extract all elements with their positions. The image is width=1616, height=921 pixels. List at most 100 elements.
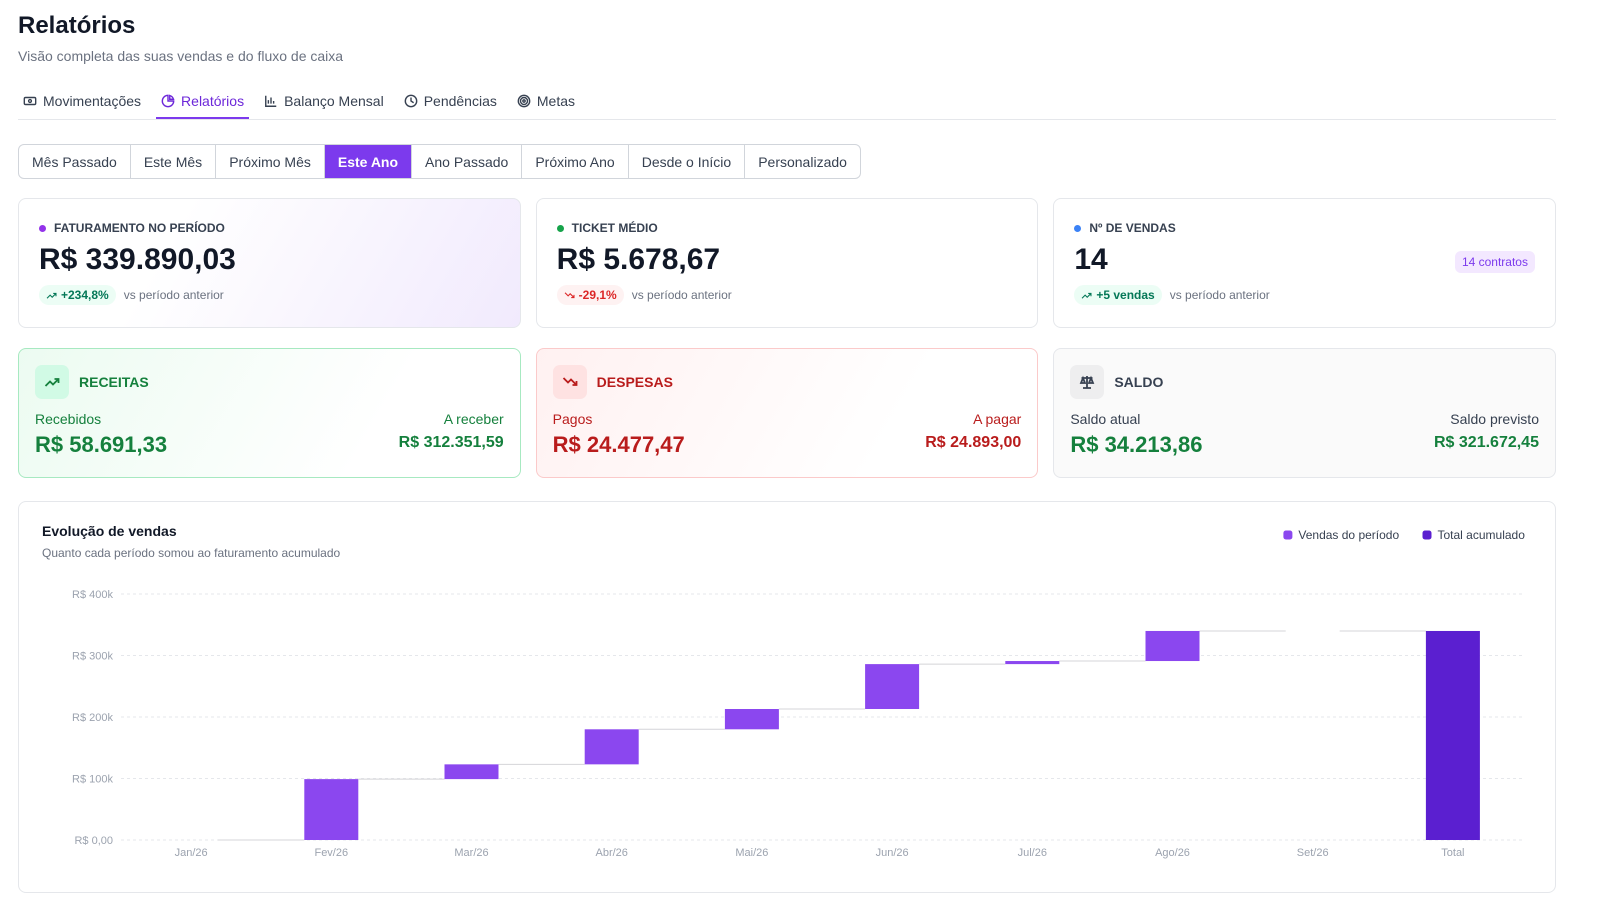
chart-title: Evolução de vendas (42, 523, 177, 539)
y-tick-label: R$ 400k (72, 589, 113, 601)
x-tick-label: Set/26 (1297, 847, 1329, 859)
icon-glyph (265, 95, 277, 107)
change-pill: +234,8% (39, 285, 116, 305)
tab[interactable]: Metas (512, 84, 580, 119)
x-tick-label: Jun/26 (876, 847, 909, 859)
summary-values: Recebidos R$ 58.691,33 A receber R$ 312.351… (35, 411, 504, 458)
period-button[interactable]: Ano Passado (412, 145, 523, 178)
waterfall-bar (1145, 630, 1200, 662)
tab[interactable]: Movimentações (18, 84, 146, 119)
summary-title: DESPESAS (596, 374, 673, 390)
right-block: A receber R$ 312.351,59 (399, 411, 504, 458)
x-tick-label: Total (1441, 847, 1464, 859)
summary-card: DESPESAS Pagos R$ 24.477,47 A pagar R$ 24.89… (535, 348, 1039, 478)
status-dot (39, 224, 46, 232)
icon (44, 374, 60, 390)
waterfall-bar (865, 664, 920, 710)
kpi-label: FATURAMENTO NO PERÍODO (54, 221, 225, 235)
kpi-card: FATURAMENTO NO PERÍODO R$ 339.890,03 +234,… (18, 198, 521, 328)
icon-glyph (44, 378, 60, 387)
left-label: Recebidos (35, 411, 102, 427)
period-button[interactable]: Personalizado (758, 153, 847, 170)
icon (161, 94, 175, 108)
icon (564, 290, 575, 301)
summary-card: RECEITAS Recebidos R$ 58.691,33 A receber R$… (18, 348, 521, 478)
tab[interactable]: Balanço Mensal (259, 84, 389, 119)
kpi-change-row: +5 vendas vs período anterior (1074, 285, 1535, 305)
legend-label: Total acumulado (1438, 528, 1526, 542)
summary-row: RECEITAS Recebidos R$ 58.691,33 A receber R$… (18, 348, 1556, 478)
tab[interactable]: Pendências (399, 84, 502, 119)
waterfall-bar (724, 709, 779, 730)
right-value: R$ 312.351,59 (398, 434, 504, 451)
tab-label: Pendências (423, 92, 497, 109)
kpi-change-row: -29,1% vs período anterior (556, 285, 1018, 305)
left-value: R$ 58.691,33 (35, 432, 168, 457)
icon-glyph (564, 291, 575, 298)
icon-glyph (404, 94, 418, 107)
total-bar (1425, 630, 1480, 840)
x-tick-label: Jan/26 (175, 847, 208, 859)
period-button[interactable]: Próximo Mês (216, 145, 325, 178)
y-tick-label: R$ 0,00 (74, 835, 113, 847)
icon (1081, 290, 1092, 301)
tab[interactable]: Relatórios (156, 84, 250, 119)
y-tick-label: R$ 200k (72, 712, 113, 724)
icon-glyph (517, 94, 531, 107)
summary-head: SALDO (1070, 365, 1539, 399)
period-selector: Mês Passado Este Mês Próximo Mês Este Ano An… (18, 144, 861, 179)
summary-head: RECEITAS (35, 365, 504, 399)
page-subtitle: Visão completa das suas vendas e do flux… (18, 48, 344, 64)
icon (264, 94, 278, 108)
badge: 14 contratos (1454, 251, 1535, 273)
change-pill: +5 vendas (1074, 285, 1162, 305)
period-button[interactable]: Desde o Início (629, 145, 746, 178)
change-value: -29,1% (578, 288, 617, 302)
x-tick-label: Ago/26 (1155, 847, 1190, 859)
right-label: Saldo previsto (1450, 411, 1539, 427)
chart-subtitle: Quanto cada período somou ao faturamento… (42, 546, 341, 560)
chart-card: Evolução de vendas Quanto cada período s… (18, 501, 1556, 893)
icon-glyph (1081, 292, 1092, 299)
right-block: A pagar R$ 24.893,00 (925, 411, 1021, 458)
icon-glyph (46, 292, 57, 299)
icon (46, 290, 57, 301)
kpi-row: FATURAMENTO NO PERÍODO R$ 339.890,03 +234,… (18, 198, 1556, 328)
x-tick-label: Mar/26 (454, 847, 488, 859)
left-block: Pagos R$ 24.477,47 (553, 411, 685, 458)
period-button[interactable]: Este Mês (131, 145, 217, 178)
kpi-label: Nº DE VENDAS (1089, 221, 1176, 235)
legend-label: Vendas do período (1298, 528, 1399, 542)
right-value: R$ 24.893,00 (925, 434, 1022, 451)
tab-label: Relatórios (181, 92, 245, 109)
legend-swatch (1283, 530, 1293, 540)
icon (404, 94, 418, 108)
tab-bar: Movimentações Relatórios Balanço Mensal Pen… (18, 84, 1556, 120)
icon-glyph (23, 96, 37, 105)
kpi-value: R$ 5.678,67 (556, 243, 721, 276)
legend-swatch (1422, 530, 1432, 540)
waterfall-bar (1005, 661, 1060, 665)
x-tick-label: Jul/26 (1018, 847, 1047, 859)
left-value: R$ 24.477,47 (552, 432, 685, 457)
kpi-label: TICKET MÉDIO (571, 221, 658, 235)
waterfall-bar (584, 729, 639, 765)
left-value: R$ 34.213,86 (1070, 432, 1203, 457)
left-block: Recebidos R$ 58.691,33 (35, 411, 167, 458)
x-tick-label: Abr/26 (595, 847, 627, 859)
summary-values: Pagos R$ 24.477,47 A pagar R$ 24.893,00 (553, 411, 1022, 458)
period-button[interactable]: Este Ano (324, 145, 413, 178)
chart: Evolução de vendas Quanto cada período s… (42, 523, 1526, 859)
summary-card: SALDO Saldo atual R$ 34.213,86 Saldo previs… (1053, 348, 1556, 478)
right-value: R$ 321.672,45 (1434, 434, 1539, 451)
icon-box (1070, 365, 1105, 399)
change-pill: -29,1% (556, 285, 624, 305)
right-label: A receber (443, 411, 504, 427)
y-tick-label: R$ 300k (72, 651, 113, 663)
waterfall-bar (444, 764, 499, 780)
change-note: vs período anterior (123, 288, 224, 302)
period-button[interactable]: Próximo Ano (522, 145, 629, 178)
period-button[interactable]: Mês Passado (19, 145, 131, 178)
right-block: Saldo previsto R$ 321.672,45 (1434, 411, 1539, 458)
icon-glyph (161, 94, 175, 107)
